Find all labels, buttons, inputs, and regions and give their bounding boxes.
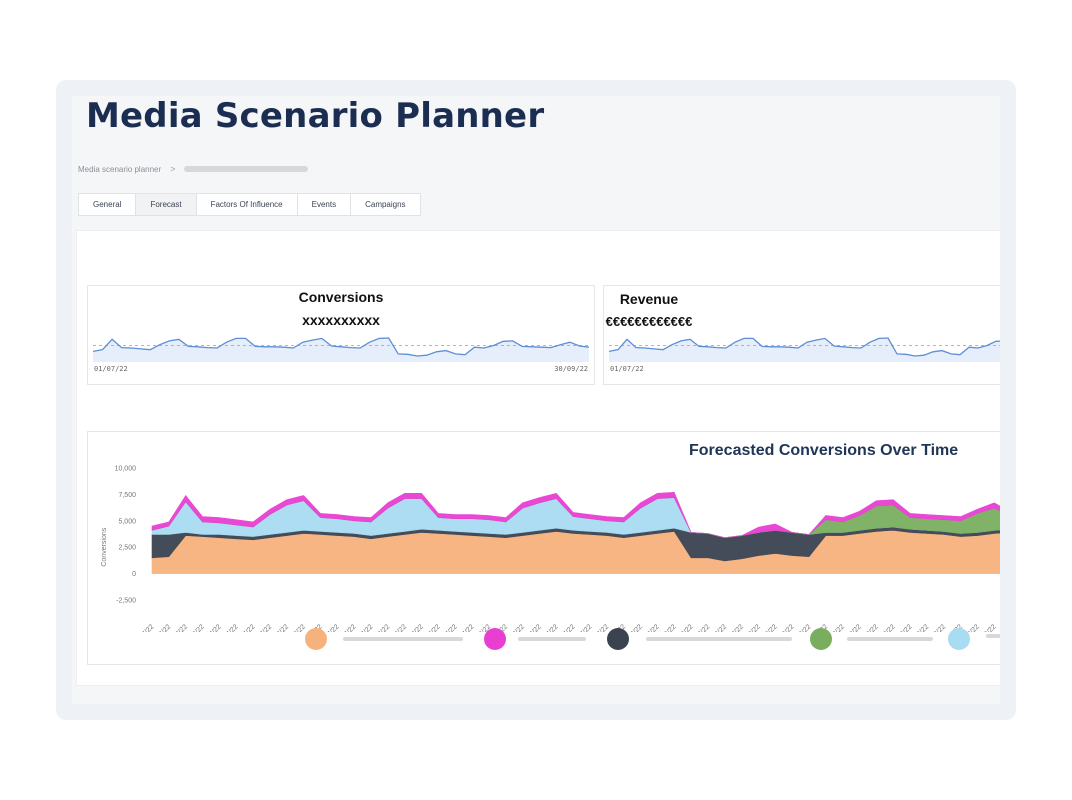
legend-light-blue-swatch[interactable] [948, 628, 970, 650]
conversions-value: xxxxxxxxxx [302, 312, 380, 328]
conversions-card: Conversions xxxxxxxxxx 01/07/22 30/09/22 [87, 285, 595, 385]
page-title: Media Scenario Planner [86, 96, 545, 136]
tab-general[interactable]: General [79, 194, 137, 215]
conversions-start-date: 01/07/22 [94, 365, 128, 373]
legend-orange-label-placeholder [343, 637, 463, 641]
legend-green-swatch[interactable] [810, 628, 832, 650]
conversions-end-date: 30/09/22 [554, 365, 588, 373]
tab-forecast[interactable]: Forecast [136, 194, 197, 215]
forecast-area-chart: 10,000 7,500 5,000 2,500 0 -2,500 Conversions 0… [101, 466, 1000, 632]
tab-factors-of-influence[interactable]: Factors Of Influence [197, 194, 298, 215]
sparkline-fill [609, 338, 1000, 362]
revenue-sparkline [609, 337, 1000, 362]
sparkline-line [609, 337, 1000, 357]
legend-light-blue-label-placeholder [986, 634, 1000, 638]
legend-orange-swatch[interactable] [305, 628, 327, 650]
tab-events[interactable]: Events [298, 194, 352, 215]
revenue-start-date: 01/07/22 [610, 365, 644, 373]
sparkline-fill [93, 338, 589, 362]
revenue-card: Revenue €€€€€€€€€€€€ 01/07/22 [603, 285, 1000, 385]
legend-dark-swatch[interactable] [607, 628, 629, 650]
y-tick-label: 10,000 [115, 466, 137, 473]
y-axis-label: Conversions [101, 527, 108, 566]
y-tick-label: 0 [132, 571, 136, 578]
breadcrumb-current-placeholder [184, 166, 309, 172]
sparkline-line [93, 337, 589, 357]
app-window: Media Scenario Planner Media scenario pl… [72, 96, 1000, 704]
forecast-chart-card: Forecasted Conversions Over Time 10,000 7… [87, 431, 1000, 665]
breadcrumb: Media scenario planner > [78, 164, 309, 174]
tab-campaigns[interactable]: Campaigns [365, 200, 406, 209]
revenue-value: €€€€€€€€€€€€ [605, 314, 693, 329]
legend-magenta-label-placeholder [518, 637, 586, 641]
forecast-panel: Conversions xxxxxxxxxx 01/07/22 30/09/22… [76, 230, 1000, 686]
legend-green-label-placeholder [847, 637, 933, 641]
chart-title: Forecasted Conversions Over Time [689, 442, 959, 459]
area-series-magenta [151, 491, 1000, 539]
screenshot-frame: Media Scenario Planner Media scenario pl… [56, 80, 1016, 720]
breadcrumb-chevron-icon: > [170, 164, 176, 174]
tab-bar: General Forecast Factors Of Influence Ev… [78, 193, 421, 216]
conversions-sparkline [93, 337, 589, 362]
y-tick-label: 5,000 [118, 518, 136, 525]
breadcrumb-root[interactable]: Media scenario planner [78, 164, 162, 174]
y-tick-label: 7,500 [118, 492, 136, 499]
legend-magenta-swatch[interactable] [484, 628, 506, 650]
revenue-title: Revenue [619, 291, 679, 307]
y-tick-label: 2,500 [118, 545, 136, 552]
x-tick-label: 01/07/22 [131, 623, 155, 632]
y-tick-label: -2,500 [116, 598, 136, 605]
conversions-title: Conversions [298, 289, 384, 305]
legend-dark-label-placeholder [646, 637, 792, 641]
